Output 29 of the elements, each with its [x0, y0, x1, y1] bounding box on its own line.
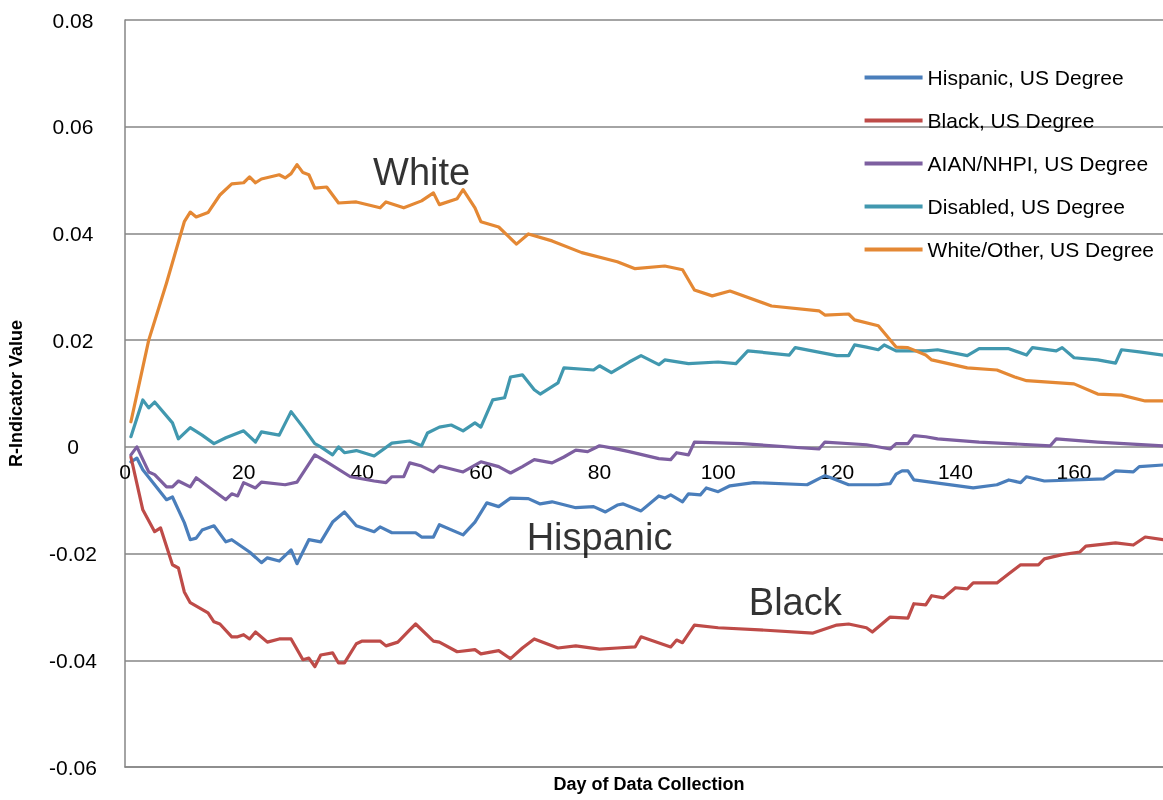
- y-tick-label: 0.02: [52, 328, 94, 352]
- y-tick-label: 0.04: [52, 221, 94, 245]
- line-series: [129, 343, 1163, 458]
- line-series: [129, 434, 1163, 502]
- annotation: Hispanic: [526, 516, 673, 559]
- x-tick-label: 40: [350, 459, 374, 483]
- legend-label: AIAN/NHPI, US Degree: [927, 152, 1149, 175]
- y-axis-title: R-Indicator Value: [6, 319, 26, 468]
- legend-label: Disabled, US Degree: [927, 195, 1125, 218]
- x-tick-label: 160: [1056, 459, 1092, 483]
- x-tick-label: 100: [700, 459, 736, 483]
- annotation: White: [373, 151, 471, 194]
- legend-label: Hispanic, US Degree: [927, 66, 1124, 89]
- line-series: [129, 455, 1163, 669]
- line-series: [129, 456, 1163, 566]
- x-tick-label: 80: [587, 459, 612, 483]
- annotation: Black: [748, 580, 843, 623]
- y-tick-label: 0: [67, 435, 79, 459]
- y-tick-label: -0.02: [49, 542, 97, 566]
- x-axis-title: Day of Data Collection: [553, 774, 745, 794]
- x-tick-label: 140: [937, 459, 973, 483]
- legend-label: White/Other, US Degree: [927, 238, 1155, 261]
- y-tick-label: -0.04: [49, 648, 98, 672]
- x-tick-label: 20: [231, 459, 256, 483]
- y-tick-label: 0.08: [52, 8, 94, 32]
- y-tick-label: -0.06: [49, 755, 97, 779]
- x-tick-label: 0: [119, 459, 131, 483]
- y-tick-label: 0.06: [52, 115, 94, 139]
- legend-label: Black, US Degree: [927, 109, 1095, 132]
